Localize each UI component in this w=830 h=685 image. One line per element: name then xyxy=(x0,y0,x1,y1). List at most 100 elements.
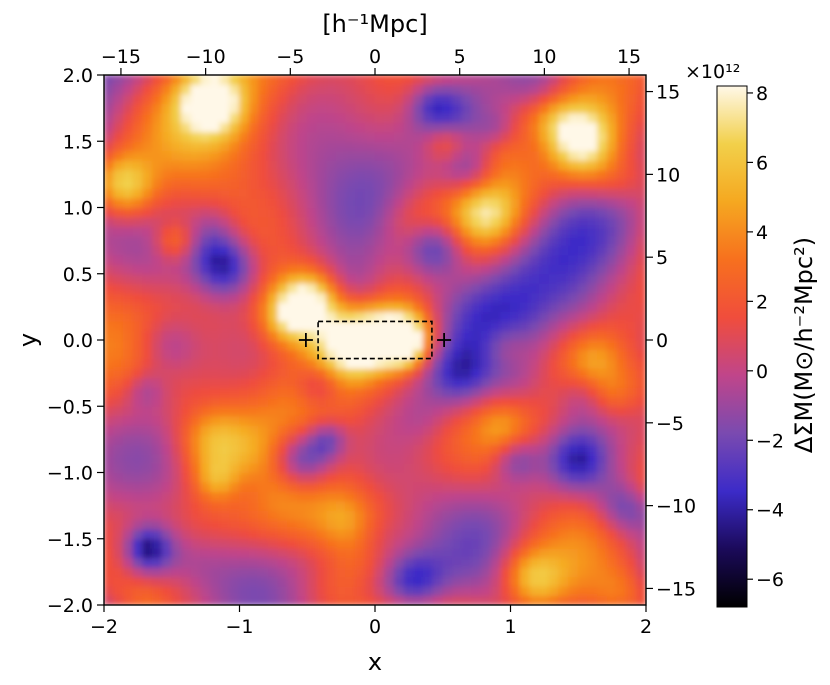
heatmap-cell xyxy=(451,396,463,407)
heatmap-cell xyxy=(461,197,473,208)
heatmap-cell xyxy=(422,472,434,483)
heatmap-cell xyxy=(219,216,231,227)
heatmap-cell xyxy=(461,311,473,322)
heatmap-cell xyxy=(529,339,541,350)
heatmap-cell xyxy=(393,263,405,275)
heatmap-cell xyxy=(451,244,463,256)
heatmap-cell xyxy=(374,273,386,284)
heatmap-cell xyxy=(209,538,221,549)
heatmap-cell xyxy=(529,585,541,597)
heatmap-cell xyxy=(606,348,618,360)
heatmap-cell xyxy=(616,519,628,530)
heatmap-cell xyxy=(335,273,347,284)
heatmap-cell xyxy=(306,396,318,407)
heatmap-cell xyxy=(461,254,473,265)
heatmap-cell xyxy=(480,490,492,502)
heatmap-cell xyxy=(364,93,376,104)
heatmap-cell xyxy=(258,225,270,237)
heatmap-cell xyxy=(229,538,240,549)
heatmap-cell xyxy=(355,216,366,227)
heatmap-cell xyxy=(626,216,637,227)
heatmap-cell xyxy=(519,500,531,511)
heatmap-cell xyxy=(510,453,521,464)
heatmap-cell xyxy=(568,112,579,123)
heatmap-cell xyxy=(432,576,444,587)
heatmap-cell xyxy=(200,509,211,521)
heatmap-cell xyxy=(422,244,434,256)
heatmap-cell xyxy=(461,263,473,275)
heatmap-cell xyxy=(200,131,211,142)
heatmap-cell xyxy=(597,528,608,540)
heatmap-cell xyxy=(171,311,182,322)
heatmap-cell xyxy=(161,472,173,483)
heatmap-cell xyxy=(258,405,270,417)
heatmap-cell xyxy=(219,434,231,445)
heatmap-cell xyxy=(568,292,579,303)
plus-marker xyxy=(298,333,313,347)
heatmap-cell xyxy=(258,339,270,350)
heatmap-cell xyxy=(200,254,211,265)
heatmap-cell xyxy=(219,547,231,559)
heatmap-cell xyxy=(597,386,608,398)
heatmap-cell xyxy=(548,102,560,114)
heatmap-cell xyxy=(219,169,231,180)
heatmap-cell xyxy=(558,93,570,104)
heatmap-cell xyxy=(355,538,366,549)
heatmap-cell xyxy=(277,292,289,303)
heatmap-cell xyxy=(104,339,115,350)
heatmap-cell xyxy=(180,443,192,455)
heatmap-cell xyxy=(364,254,376,265)
heatmap-cell xyxy=(548,178,560,190)
heatmap-cell xyxy=(229,500,240,511)
heatmap-cell xyxy=(239,538,250,549)
heatmap-cell xyxy=(374,547,386,559)
heatmap-cell xyxy=(413,102,424,114)
heatmap-cell xyxy=(548,424,560,436)
heatmap-cell xyxy=(480,216,492,227)
heatmap-cell xyxy=(393,576,405,587)
heatmap-cell xyxy=(306,424,318,436)
heatmap-cell xyxy=(413,405,424,417)
heatmap-cell xyxy=(364,595,376,605)
heatmap-cell xyxy=(597,358,608,369)
heatmap-cell xyxy=(432,75,444,85)
heatmap-cell xyxy=(229,216,240,227)
heatmap-cell xyxy=(104,462,115,473)
heatmap-cell xyxy=(248,75,260,85)
heatmap-cell xyxy=(239,282,250,294)
heatmap-cell xyxy=(190,566,202,578)
heatmap-cell xyxy=(432,557,444,568)
heatmap-cell xyxy=(480,538,492,549)
heatmap-cell xyxy=(248,169,260,180)
heatmap-cell xyxy=(480,405,492,417)
heatmap-cell xyxy=(413,273,424,284)
heatmap-cell xyxy=(161,93,173,104)
heatmap-cell xyxy=(471,320,482,332)
y-tick-label: −0.5 xyxy=(47,396,93,418)
heatmap-cell xyxy=(355,386,366,398)
heatmap-cell xyxy=(519,490,531,502)
x-axis-bottom: −2 −1 0 1 2 xyxy=(90,605,652,638)
heatmap-cell xyxy=(180,415,192,426)
heatmap-cell xyxy=(461,453,473,464)
heatmap-cell xyxy=(510,490,521,502)
heatmap-cell xyxy=(626,453,637,464)
heatmap-cell xyxy=(626,150,637,161)
heatmap-cell xyxy=(200,339,211,350)
heatmap-cell xyxy=(268,462,279,473)
heatmap-cell xyxy=(403,121,415,133)
heatmap-cell xyxy=(171,367,182,379)
heatmap-cell xyxy=(355,150,366,161)
heatmap-cell xyxy=(306,197,318,208)
heatmap-cell xyxy=(490,396,502,407)
heatmap-cell xyxy=(171,169,182,180)
heatmap-cell xyxy=(422,112,434,123)
heatmap-cell xyxy=(248,131,260,142)
heatmap-cell xyxy=(626,320,637,332)
heatmap-cell xyxy=(548,263,560,275)
heatmap-cell xyxy=(500,415,511,426)
heatmap-cell xyxy=(151,244,163,256)
heatmap-cell xyxy=(471,282,482,294)
heatmap-cell xyxy=(268,102,279,114)
heatmap-cell xyxy=(161,434,173,445)
